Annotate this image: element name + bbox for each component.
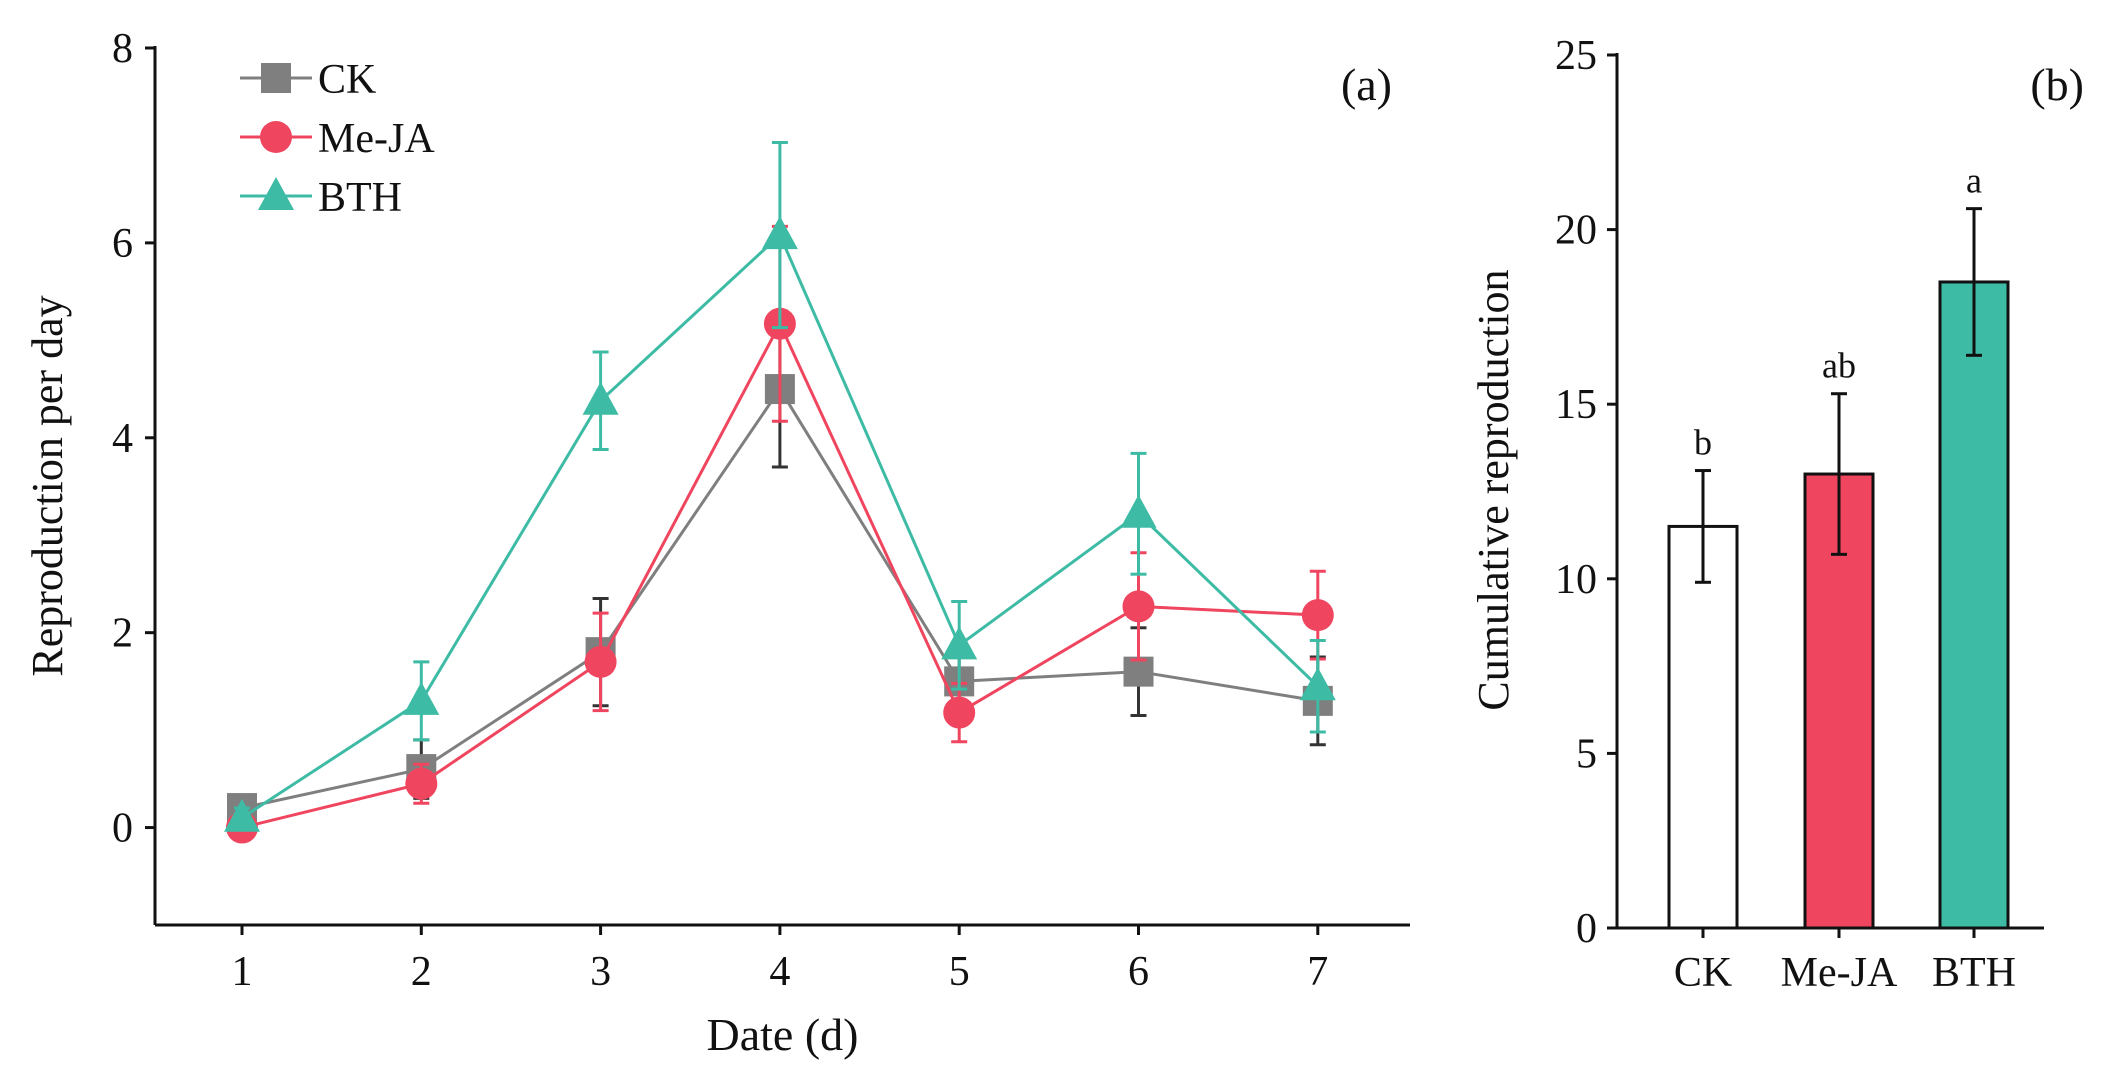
significance-letter: ab [1822,346,1856,386]
x-axis-title: Date (d) [707,1009,859,1060]
x-tick-label: 4 [769,949,790,995]
bar [1667,524,1739,930]
significance-letter: a [1966,161,1982,201]
data-point [1122,590,1155,623]
legend-label: BTH [318,175,402,221]
data-point [582,381,619,415]
panel-a-line-chart: 0 2 4 6 8 1 2 3 4 5 6 7 Date (d) Reproduction per day… [23,26,1410,1060]
panel-label: (b) [2030,59,2084,110]
significance-letter: b [1694,423,1712,463]
y-tick-label: 5 [1576,731,1597,777]
panel-b-bar-chart: 0 5 10 15 20 25 Cumulative reproduction (b) b CK a… [1469,33,2084,996]
data-point [224,798,260,832]
data-point [941,626,978,660]
x-tick-label: 5 [949,949,970,995]
y-tick-label: 0 [1576,906,1597,952]
data-point [584,645,617,678]
data-point [1299,667,1336,701]
y-axis-title: Cumulative reproduction [1469,269,1518,710]
x-tick-label: BTH [1932,950,2016,996]
legend-marker [260,121,292,153]
series-bth [224,141,1336,832]
x-tick-label: 2 [411,949,432,995]
x-tick-label: 6 [1128,949,1149,995]
legend-item-me-ja: Me-JA [240,116,435,162]
y-tick-label: 6 [112,221,133,267]
legend-item-bth: BTH [240,175,402,221]
y-tick-label: 20 [1555,208,1597,254]
bar [1938,280,2010,930]
data-point [1120,494,1157,528]
x-tick-label: 3 [590,949,611,995]
data-point [1123,656,1154,687]
bar-group-me-ja: ab [1803,346,1875,930]
y-tick-label: 25 [1555,33,1597,79]
bar-group-ck: b [1667,423,1739,930]
legend-label: Me-JA [318,116,435,162]
x-tick-label: 7 [1307,949,1328,995]
legend-marker [258,177,294,210]
x-tick-label: 1 [232,949,253,995]
data-point [405,767,438,800]
legend-label: CK [318,57,376,103]
data-point [943,696,976,729]
y-tick-label: 0 [112,806,133,852]
y-tick-label: 8 [112,26,133,72]
y-axis-title: Reproduction per day [23,295,72,676]
data-point [1301,599,1334,632]
panel-label: (a) [1341,59,1392,110]
y-tick-label: 15 [1555,382,1597,428]
x-tick-label: CK [1674,950,1732,996]
bar-group-bth: a [1938,161,2010,930]
data-point [761,216,798,250]
legend-item-ck: CK [240,57,376,103]
y-tick-label: 4 [112,416,133,462]
x-tick-label: Me-JA [1781,950,1898,996]
y-tick-label: 2 [112,611,133,657]
legend-marker [261,63,291,93]
data-point [403,681,440,715]
y-tick-label: 10 [1555,557,1597,603]
